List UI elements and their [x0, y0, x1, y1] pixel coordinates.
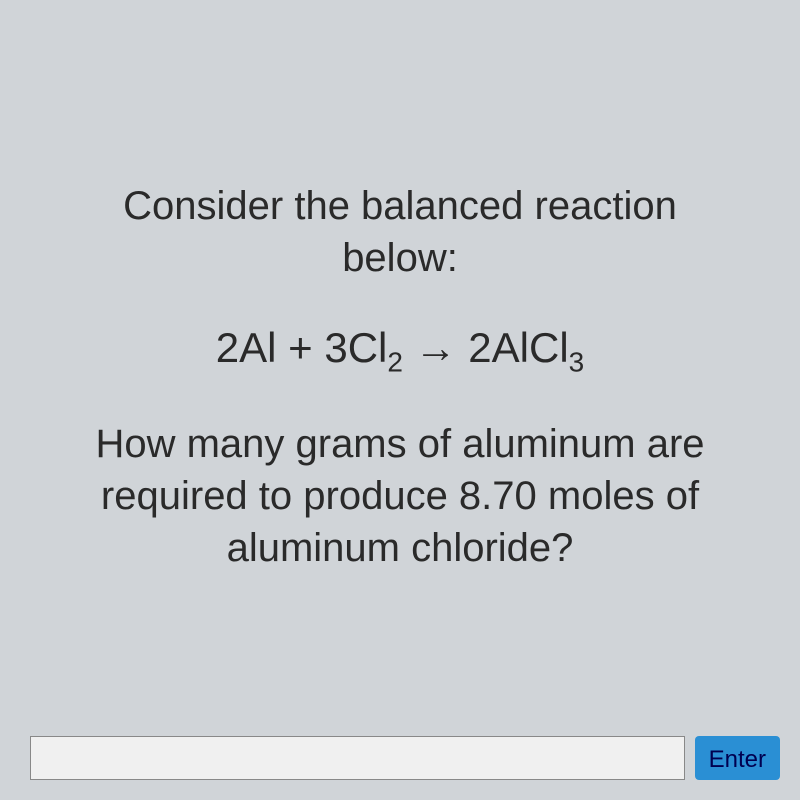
equation-sub-2: 3	[569, 346, 585, 377]
answer-input[interactable]	[30, 736, 685, 780]
question-heading: Consider the balanced reaction below:	[40, 180, 760, 284]
enter-button[interactable]: Enter	[695, 736, 780, 780]
heading-line-2: below:	[342, 236, 458, 280]
body-line-3: aluminum chloride?	[227, 526, 574, 570]
chemical-equation: 2Al + 3Cl2 → 2AlCl3	[0, 324, 800, 378]
heading-line-1: Consider the balanced reaction	[123, 184, 677, 228]
question-body: How many grams of aluminum are required …	[30, 418, 770, 574]
equation-part-2: 2AlCl	[468, 324, 568, 371]
body-line-2: required to produce 8.70 moles of	[101, 474, 699, 518]
equation-sub-1: 2	[387, 346, 403, 377]
question-content: Consider the balanced reaction below: 2A…	[0, 0, 800, 574]
equation-arrow: →	[403, 324, 468, 371]
equation-part-1: 2Al + 3Cl	[216, 324, 388, 371]
answer-input-row: Enter	[30, 736, 780, 780]
body-line-1: How many grams of aluminum are	[95, 422, 704, 466]
